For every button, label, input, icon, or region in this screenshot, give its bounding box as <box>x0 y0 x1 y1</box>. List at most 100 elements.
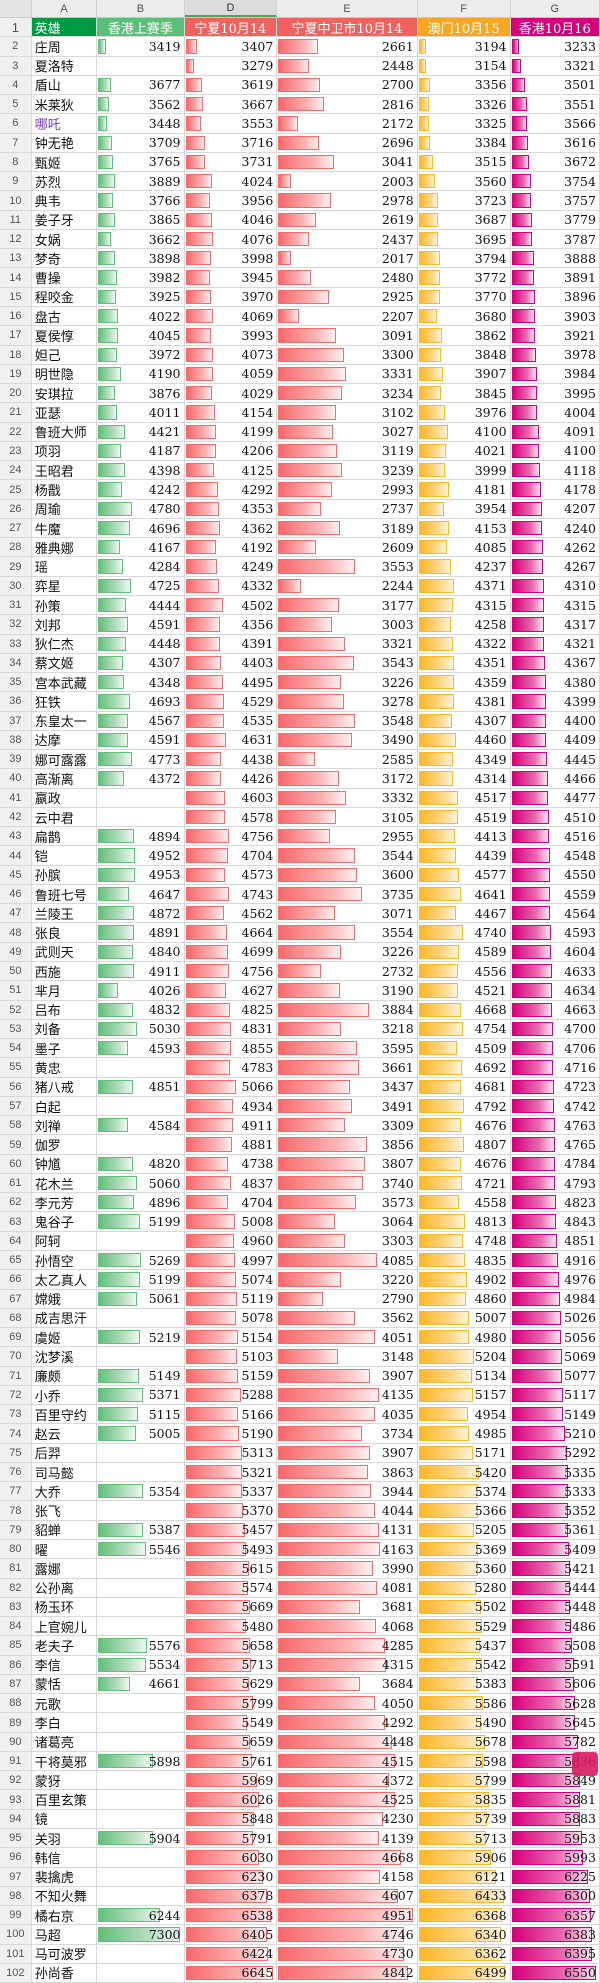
value-cell-d[interactable]: 5457 <box>185 1520 278 1539</box>
value-cell-b[interactable]: 3865 <box>97 210 185 229</box>
value-cell-f[interactable]: 3695 <box>418 229 511 249</box>
value-cell-d[interactable]: 4292 <box>185 480 278 499</box>
hero-name-cell[interactable]: 程咬金 <box>32 287 98 306</box>
hero-name-cell[interactable]: 镜 <box>32 1809 98 1828</box>
value-cell-e[interactable]: 3907 <box>277 1366 418 1385</box>
row-number[interactable]: 35 <box>0 673 32 692</box>
value-cell-e[interactable]: 2448 <box>277 56 418 75</box>
value-cell-g[interactable]: 4984 <box>511 1289 600 1308</box>
row-number[interactable]: 62 <box>0 1193 32 1212</box>
row-number[interactable]: 52 <box>0 1000 32 1019</box>
value-cell-e[interactable]: 4448 <box>277 1732 418 1751</box>
value-cell-e[interactable]: 2003 <box>277 172 418 191</box>
value-cell-e[interactable]: 3554 <box>277 923 418 942</box>
value-cell-b[interactable]: 4647 <box>97 884 185 904</box>
value-cell-f[interactable]: 6368 <box>418 1906 511 1925</box>
value-cell-b[interactable]: 4011 <box>97 403 185 422</box>
column-letter-b[interactable]: B <box>97 0 185 17</box>
value-cell-d[interactable]: 3667 <box>185 95 278 114</box>
value-cell-f[interactable]: 4307 <box>418 711 511 730</box>
row-number[interactable]: 90 <box>0 1732 32 1751</box>
value-cell-g[interactable]: 3888 <box>511 249 600 268</box>
value-cell-e[interactable]: 3239 <box>277 461 418 480</box>
value-cell-g[interactable]: 5056 <box>511 1328 600 1347</box>
value-cell-e[interactable]: 3944 <box>277 1482 418 1501</box>
value-cell-e[interactable]: 4668 <box>277 1848 418 1867</box>
value-cell-e[interactable]: 4068 <box>277 1617 418 1636</box>
hero-name-cell[interactable]: 刘备 <box>32 1019 98 1039</box>
value-cell-e[interactable]: 4163 <box>277 1539 418 1559</box>
row-number[interactable]: 16 <box>0 306 32 326</box>
value-cell-d[interactable]: 4738 <box>185 1154 278 1173</box>
value-cell-d[interactable]: 3956 <box>185 191 278 210</box>
value-cell-f[interactable]: 4835 <box>418 1251 511 1270</box>
value-cell-g[interactable]: 6395 <box>511 1944 600 1963</box>
value-cell-g[interactable]: 5292 <box>511 1443 600 1462</box>
row-number[interactable]: 88 <box>0 1694 32 1713</box>
value-cell-b[interactable]: 3982 <box>97 268 185 287</box>
hero-name-cell[interactable]: 马超 <box>32 1925 98 1944</box>
column-letter-g[interactable]: G <box>511 0 600 17</box>
hero-name-cell[interactable]: 橘右京 <box>32 1906 98 1925</box>
value-cell-d[interactable]: 5078 <box>185 1308 278 1328</box>
value-cell-e[interactable]: 3218 <box>277 1019 418 1039</box>
value-cell-f[interactable]: 4519 <box>418 807 511 827</box>
value-cell-g[interactable]: 3321 <box>511 56 600 75</box>
row-number[interactable]: 94 <box>0 1809 32 1828</box>
value-cell-e[interactable]: 3661 <box>277 1058 418 1077</box>
hero-name-cell[interactable]: 弈星 <box>32 576 98 595</box>
value-cell-b[interactable]: 4840 <box>97 942 185 962</box>
value-cell-e[interactable]: 3681 <box>277 1597 418 1617</box>
value-cell-b[interactable]: 4780 <box>97 499 185 518</box>
value-cell-e[interactable]: 3544 <box>277 846 418 865</box>
row-number[interactable]: 43 <box>0 827 32 846</box>
hero-name-cell[interactable]: 上官婉儿 <box>32 1617 98 1636</box>
value-cell-e[interactable]: 4035 <box>277 1405 418 1424</box>
value-cell-e[interactable]: 4730 <box>277 1944 418 1963</box>
value-cell-d[interactable]: 4562 <box>185 904 278 923</box>
value-cell-d[interactable]: 4743 <box>185 884 278 904</box>
value-cell-e[interactable]: 3543 <box>277 653 418 673</box>
value-cell-f[interactable]: 4100 <box>418 422 511 441</box>
value-cell-f[interactable]: 4807 <box>418 1135 511 1154</box>
row-number[interactable]: 13 <box>0 249 32 268</box>
value-cell-b[interactable]: 3765 <box>97 152 185 172</box>
value-cell-g[interactable]: 3779 <box>511 210 600 229</box>
value-cell-d[interactable]: 6424 <box>185 1944 278 1963</box>
value-cell-f[interactable]: 5678 <box>418 1732 511 1751</box>
value-cell-f[interactable]: 4517 <box>418 788 511 807</box>
value-cell-e[interactable]: 3856 <box>277 1135 418 1154</box>
value-cell-f[interactable]: 5360 <box>418 1559 511 1578</box>
value-cell-b[interactable]: 3419 <box>97 37 185 56</box>
value-cell-g[interactable]: 4550 <box>511 865 600 884</box>
value-cell-g[interactable]: 4823 <box>511 1193 600 1212</box>
hero-name-cell[interactable]: 百里守约 <box>32 1405 98 1424</box>
column-letter-a[interactable]: A <box>32 0 98 17</box>
value-cell-b[interactable]: 5371 <box>97 1385 185 1405</box>
value-cell-f[interactable]: 5007 <box>418 1308 511 1328</box>
row-number[interactable]: 72 <box>0 1385 32 1405</box>
value-cell-f[interactable]: 5437 <box>418 1636 511 1655</box>
value-cell-b[interactable]: 4398 <box>97 461 185 480</box>
value-cell-g[interactable]: 5508 <box>511 1636 600 1655</box>
hero-name-cell[interactable]: 张飞 <box>32 1501 98 1520</box>
row-number[interactable]: 66 <box>0 1270 32 1289</box>
value-cell-d[interactable]: 6026 <box>185 1790 278 1809</box>
row-number[interactable]: 21 <box>0 403 32 422</box>
value-cell-f[interactable]: 5598 <box>418 1751 511 1771</box>
value-cell-e[interactable]: 4292 <box>277 1713 418 1732</box>
row-number[interactable]: 44 <box>0 846 32 865</box>
hero-name-cell[interactable]: 女娲 <box>32 229 98 249</box>
row-number[interactable]: 67 <box>0 1289 32 1308</box>
value-cell-f[interactable]: 5835 <box>418 1790 511 1809</box>
value-cell-b[interactable] <box>97 1462 185 1482</box>
value-cell-b[interactable]: 5199 <box>97 1212 185 1231</box>
value-cell-d[interactable]: 5848 <box>185 1809 278 1828</box>
value-cell-b[interactable]: 5898 <box>97 1751 185 1771</box>
value-cell-d[interactable]: 5799 <box>185 1694 278 1713</box>
value-cell-d[interactable]: 4704 <box>185 846 278 865</box>
row-number[interactable]: 51 <box>0 981 32 1000</box>
hero-name-cell[interactable]: 钟馗 <box>32 1154 98 1173</box>
value-cell-b[interactable]: 3562 <box>97 95 185 114</box>
row-number[interactable]: 82 <box>0 1578 32 1597</box>
